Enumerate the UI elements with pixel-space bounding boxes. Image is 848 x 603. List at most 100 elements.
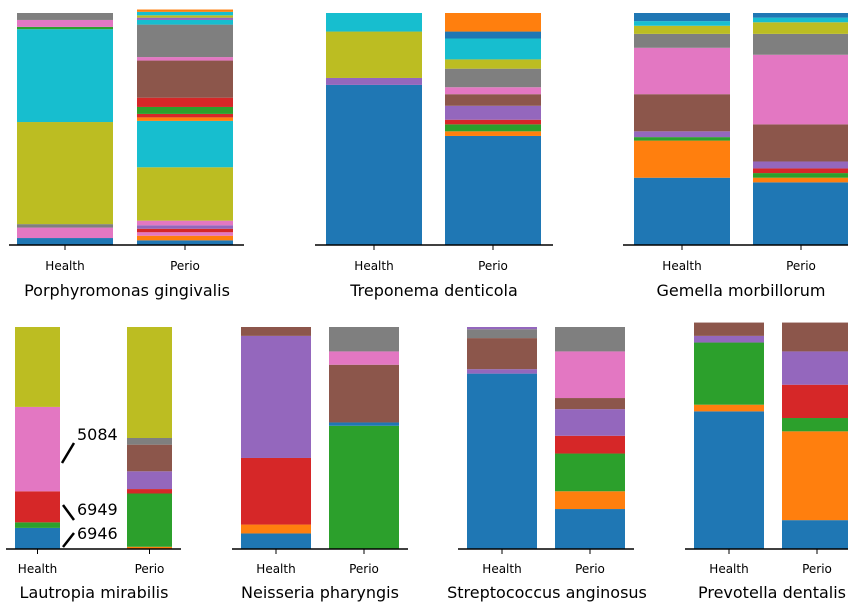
- bar-segment-porphyromonas-gingivalis-perio-9: [137, 113, 233, 118]
- panel-streptococcus-anginosus: Health Perio Streptococcus anginosus: [447, 327, 647, 602]
- bar-segment-treponema-denticola-perio-5: [445, 94, 541, 106]
- bar-segment-porphyromonas-gingivalis-perio-1: [137, 235, 233, 241]
- bar-segment-treponema-denticola-perio-10: [445, 31, 541, 39]
- bar-segment-gemella-morbillorum-health-4: [634, 94, 730, 132]
- bar-segment-gemella-morbillorum-perio-7: [753, 33, 848, 55]
- bar-segment-streptococcus-anginosus-perio-2: [555, 453, 625, 492]
- bar-segment-porphyromonas-gingivalis-perio-18: [137, 11, 233, 16]
- bar-segment-porphyromonas-gingivalis-perio-2: [137, 232, 233, 236]
- bar-segment-prevotella-dentalis-health-2: [694, 342, 764, 405]
- tick-label-porphyromonas-gingivalis-health: Health: [45, 259, 84, 273]
- bar-segment-treponema-denticola-health-3: [326, 13, 422, 32]
- bar-segment-porphyromonas-gingivalis-perio-19: [137, 9, 233, 12]
- annotation-line-6946: [62, 532, 75, 548]
- bar-segment-gemella-morbillorum-health-5: [634, 47, 730, 95]
- bar-segment-lautropia-mirabilis-perio-4: [127, 444, 172, 472]
- bar-segment-prevotella-dentalis-perio-0: [782, 520, 848, 549]
- bar-segment-treponema-denticola-perio-0: [445, 135, 541, 245]
- bar-segment-streptococcus-anginosus-perio-7: [555, 327, 625, 352]
- tick-label-streptococcus-anginosus-perio: Perio: [575, 562, 605, 576]
- tick-label-treponema-denticola-health: Health: [354, 259, 393, 273]
- bar-segment-treponema-denticola-perio-2: [445, 124, 541, 132]
- bar-segment-streptococcus-anginosus-health-4: [467, 327, 537, 330]
- bar-segment-lautropia-mirabilis-perio-0: [127, 546, 172, 549]
- bar-segment-streptococcus-anginosus-perio-3: [555, 435, 625, 454]
- bar-segment-gemella-morbillorum-perio-4: [753, 161, 848, 169]
- bar-segment-treponema-denticola-perio-9: [445, 38, 541, 60]
- bar-segment-porphyromonas-gingivalis-perio-15: [137, 19, 233, 25]
- bar-segment-lautropia-mirabilis-health-0: [15, 527, 60, 549]
- bar-segment-porphyromonas-gingivalis-health-2: [17, 224, 113, 228]
- bar-segment-neisseria-pharyngis-health-2: [241, 457, 311, 525]
- bar-segment-treponema-denticola-perio-7: [445, 68, 541, 88]
- bar-segment-porphyromonas-gingivalis-perio-5: [137, 220, 233, 226]
- bar-segment-treponema-denticola-perio-11: [445, 13, 541, 32]
- bar-segment-prevotella-dentalis-health-0: [694, 411, 764, 549]
- bar-segment-prevotella-dentalis-perio-4: [782, 351, 848, 385]
- bar-segment-treponema-denticola-health-0: [326, 84, 422, 245]
- bar-segment-porphyromonas-gingivalis-perio-17: [137, 15, 233, 18]
- tick-label-gemella-morbillorum-perio: Perio: [786, 259, 816, 273]
- tick-label-streptococcus-anginosus-health: Health: [482, 562, 521, 576]
- annotation-line-5084: [60, 442, 76, 464]
- bar-segment-treponema-denticola-health-2: [326, 31, 422, 78]
- bar-segment-lautropia-mirabilis-health-2: [15, 491, 60, 523]
- bar-segment-gemella-morbillorum-health-3: [634, 131, 730, 138]
- bar-segment-porphyromonas-gingivalis-perio-0: [137, 240, 233, 245]
- bar-segment-prevotella-dentalis-perio-3: [782, 384, 848, 419]
- bar-segment-porphyromonas-gingivalis-perio-14: [137, 24, 233, 58]
- bar-segment-porphyromonas-gingivalis-perio-10: [137, 106, 233, 114]
- bar-segment-streptococcus-anginosus-health-0: [467, 373, 537, 549]
- bar-segment-neisseria-pharyngis-health-4: [241, 327, 311, 336]
- panel-neisseria-pharyngis: Health Perio Neisseria pharyngis: [232, 327, 408, 602]
- bar-segment-porphyromonas-gingivalis-health-1: [17, 227, 113, 239]
- bar-segment-porphyromonas-gingivalis-health-3: [17, 122, 113, 225]
- bar-segment-treponema-denticola-perio-8: [445, 59, 541, 69]
- bar-segment-porphyromonas-gingivalis-perio-8: [137, 117, 233, 121]
- bar-segment-streptococcus-anginosus-health-3: [467, 329, 537, 339]
- bar-segment-treponema-denticola-health-1: [326, 77, 422, 85]
- panel-title-lautropia-mirabilis: Lautropia mirabilis: [20, 583, 169, 602]
- bar-segment-streptococcus-anginosus-health-2: [467, 338, 537, 370]
- bar-segment-gemella-morbillorum-health-6: [634, 33, 730, 48]
- tick-label-neisseria-pharyngis-perio: Perio: [349, 562, 379, 576]
- bar-segment-porphyromonas-gingivalis-health-7: [17, 13, 113, 20]
- panel-treponema-denticola: Health Perio Treponema denticola: [315, 13, 553, 300]
- bar-segment-porphyromonas-gingivalis-health-6: [17, 19, 113, 27]
- tick-label-lautropia-mirabilis-health: Health: [18, 562, 57, 576]
- bar-segment-prevotella-dentalis-health-3: [694, 335, 764, 343]
- bar-segment-prevotella-dentalis-health-4: [694, 322, 764, 336]
- bar-segment-gemella-morbillorum-perio-9: [753, 17, 848, 23]
- bar-segment-gemella-morbillorum-health-7: [634, 25, 730, 34]
- bar-segment-neisseria-pharyngis-health-0: [241, 533, 311, 549]
- bar-segment-gemella-morbillorum-perio-6: [753, 54, 848, 125]
- bar-segment-lautropia-mirabilis-perio-2: [127, 489, 172, 494]
- bar-segment-porphyromonas-gingivalis-perio-4: [137, 225, 233, 229]
- bar-segment-neisseria-pharyngis-perio-4: [329, 327, 399, 352]
- bar-segment-porphyromonas-gingivalis-perio-6: [137, 167, 233, 221]
- bar-segment-gemella-morbillorum-perio-10: [753, 13, 848, 18]
- bar-segment-lautropia-mirabilis-health-1: [15, 522, 60, 528]
- annotation-6946: 6946: [77, 524, 118, 543]
- bar-segment-lautropia-mirabilis-perio-5: [127, 438, 172, 445]
- bar-segment-porphyromonas-gingivalis-perio-13: [137, 57, 233, 61]
- bar-segment-streptococcus-anginosus-perio-4: [555, 409, 625, 436]
- bar-segment-neisseria-pharyngis-perio-0: [329, 425, 399, 549]
- panel-gemella-morbillorum: Health Perio Gemella morbillorum: [623, 13, 848, 300]
- bar-segment-neisseria-pharyngis-health-3: [241, 335, 311, 458]
- bar-segment-gemella-morbillorum-perio-2: [753, 173, 848, 178]
- bar-segment-treponema-denticola-perio-3: [445, 119, 541, 125]
- panel-title-gemella-morbillorum: Gemella morbillorum: [657, 281, 826, 300]
- bar-segment-treponema-denticola-perio-6: [445, 87, 541, 95]
- bar-segment-neisseria-pharyngis-perio-2: [329, 364, 399, 423]
- bar-segment-porphyromonas-gingivalis-perio-11: [137, 97, 233, 107]
- bar-segment-gemella-morbillorum-perio-0: [753, 182, 848, 245]
- bar-segment-gemella-morbillorum-health-8: [634, 21, 730, 26]
- bar-segment-lautropia-mirabilis-perio-6: [127, 327, 172, 438]
- panel-porphyromonas-gingivalis: Health Perio Porphyromonas gingivalis: [9, 9, 244, 300]
- bar-segment-prevotella-dentalis-health-1: [694, 404, 764, 412]
- panel-lautropia-mirabilis: Health Perio Lautropia mirabilis 5084 6949 69…: [6, 327, 181, 602]
- bar-segment-porphyromonas-gingivalis-perio-12: [137, 60, 233, 98]
- bar-segment-prevotella-dentalis-perio-2: [782, 418, 848, 432]
